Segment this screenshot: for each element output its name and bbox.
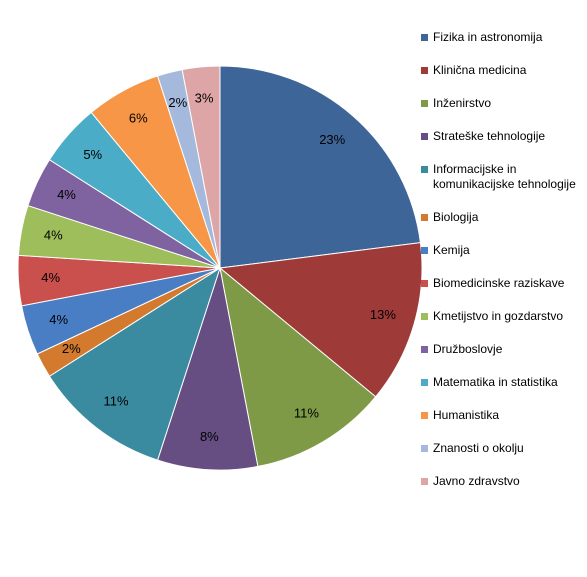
legend-label: Kmetijstvo in gozdarstvo bbox=[433, 309, 564, 323]
legend-item: Fizika in astronomija bbox=[421, 30, 583, 45]
legend-swatch bbox=[421, 313, 428, 320]
legend-item: Družboslovje bbox=[421, 342, 583, 357]
legend-label: Javno zdravstvo bbox=[433, 474, 520, 488]
legend-label: Informacijske in komunikacijske tehnolog… bbox=[433, 162, 576, 191]
legend-item: Klinična medicina bbox=[421, 63, 583, 78]
legend-swatch bbox=[421, 247, 428, 254]
legend-label: Biomedicinske raziskave bbox=[433, 276, 565, 290]
data-label: 2% bbox=[62, 341, 81, 356]
pie-slice bbox=[156, 267, 259, 471]
legend-swatch bbox=[421, 214, 428, 221]
legend-swatch bbox=[421, 100, 428, 107]
legend-item: Biomedicinske raziskave bbox=[421, 276, 583, 291]
data-label: 13% bbox=[370, 307, 396, 322]
data-label: 5% bbox=[83, 147, 102, 162]
legend-item: Inženirstvo bbox=[421, 96, 583, 111]
legend-swatch bbox=[421, 280, 428, 287]
legend-swatch bbox=[421, 166, 428, 173]
legend-item: Kemija bbox=[421, 243, 583, 258]
legend-swatch bbox=[421, 34, 428, 41]
legend-item: Informacijske in komunikacijske tehnolog… bbox=[421, 162, 583, 192]
legend-item: Humanistika bbox=[421, 408, 583, 423]
legend-swatch bbox=[421, 412, 428, 419]
legend-label: Fizika in astronomija bbox=[433, 30, 543, 44]
legend-swatch bbox=[421, 133, 428, 140]
legend-label: Klinična medicina bbox=[433, 63, 527, 77]
legend-label: Matematika in statistika bbox=[433, 375, 558, 389]
legend-swatch bbox=[421, 445, 428, 452]
pie-slice bbox=[219, 266, 377, 468]
data-label: 23% bbox=[319, 132, 345, 147]
pie-slice bbox=[218, 242, 423, 398]
data-label: 2% bbox=[168, 95, 187, 110]
legend-item: Znanosti o okolju bbox=[421, 441, 583, 456]
legend-label: Znanosti o okolju bbox=[433, 441, 524, 455]
legend-item: Kmetijstvo in gozdarstvo bbox=[421, 309, 583, 324]
legend-label: Strateške tehnologije bbox=[433, 129, 546, 143]
data-label: 4% bbox=[57, 187, 76, 202]
legend-item: Biologija bbox=[421, 210, 583, 225]
legend-item: Strateške tehnologije bbox=[421, 129, 583, 144]
legend-swatch bbox=[421, 346, 428, 353]
data-label: 3% bbox=[195, 91, 214, 106]
legend-swatch bbox=[421, 67, 428, 74]
data-label: 4% bbox=[41, 270, 60, 285]
data-label: 8% bbox=[200, 429, 219, 444]
legend-label: Inženirstvo bbox=[433, 96, 492, 110]
legend-label: Humanistika bbox=[433, 408, 500, 422]
data-label: 4% bbox=[44, 228, 63, 243]
pie-slice bbox=[181, 65, 221, 269]
legend-item: Matematika in statistika bbox=[421, 375, 583, 390]
data-label: 6% bbox=[129, 111, 148, 126]
data-label: 11% bbox=[294, 405, 319, 420]
legend-item: Javno zdravstvo bbox=[421, 474, 583, 489]
legend-label: Biologija bbox=[433, 210, 479, 224]
pie-slice bbox=[48, 266, 221, 461]
legend-swatch bbox=[421, 379, 428, 386]
legend-label: Družboslovje bbox=[433, 342, 503, 356]
legend-label: Kemija bbox=[433, 243, 470, 257]
data-label: 11% bbox=[103, 394, 128, 409]
data-label: 4% bbox=[49, 312, 68, 327]
pie-slice bbox=[219, 65, 421, 269]
legend-swatch bbox=[421, 478, 428, 485]
